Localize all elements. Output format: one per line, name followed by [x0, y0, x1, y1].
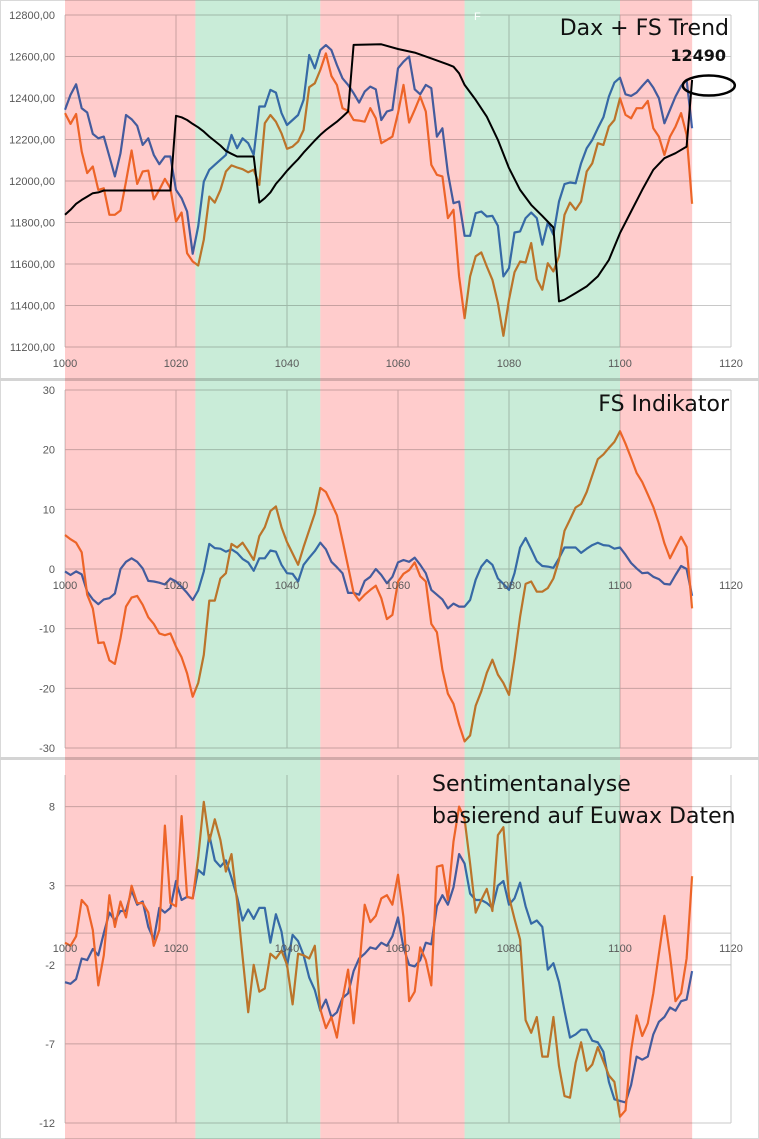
trend-band-band_bull — [464, 0, 620, 1139]
trend-band-band_bear — [65, 0, 196, 1139]
y-tick-label: 3 — [49, 881, 55, 893]
x-tick-label: 1080 — [497, 943, 521, 955]
panel3-title-line1: Sentimentanalyse — [432, 772, 631, 797]
y-tick-label: 30 — [43, 385, 55, 397]
y-tick-label: -20 — [39, 683, 55, 695]
y-tick-label: 11800,00 — [10, 218, 55, 230]
panel2-title: FS Indikator — [598, 392, 730, 417]
y-tick-label: -10 — [39, 624, 55, 636]
stray-label: F — [474, 11, 481, 23]
annotation-ellipse — [681, 74, 737, 97]
band-layer — [65, 0, 693, 1139]
y-tick-label: 10 — [43, 504, 55, 516]
x-tick-label: 1000 — [53, 580, 77, 592]
trend-band-band_bull — [195, 0, 321, 1139]
x-tick-label: 1120 — [719, 943, 743, 955]
x-tick-label: 1060 — [386, 358, 410, 370]
x-tick-label: 1100 — [608, 943, 632, 955]
x-tick-label: 1040 — [275, 943, 299, 955]
x-tick-label: 1020 — [164, 943, 188, 955]
x-tick-label: 1040 — [275, 358, 299, 370]
y-tick-label: 12400,00 — [9, 93, 55, 105]
y-tick-label: 0 — [49, 564, 55, 576]
y-tick-label: 11200,00 — [10, 342, 55, 354]
trend-band-band_bear — [620, 0, 693, 1139]
x-tick-label: 1120 — [719, 580, 743, 592]
x-tick-label: 1020 — [164, 358, 188, 370]
x-tick-label: 1040 — [275, 580, 299, 592]
y-tick-label: -2 — [45, 960, 55, 972]
y-tick-label: -7 — [45, 1039, 55, 1051]
x-tick-label: 1100 — [608, 580, 632, 592]
x-tick-label: 1120 — [719, 358, 743, 370]
y-tick-label: 12800,00 — [9, 10, 55, 22]
y-tick-label: 20 — [43, 445, 55, 457]
y-tick-label: -30 — [39, 743, 55, 755]
x-tick-label: 1060 — [386, 943, 410, 955]
x-tick-label: 1000 — [53, 358, 77, 370]
trend-band-band_bear — [320, 0, 465, 1139]
panel1-title: Dax + FS Trend — [560, 16, 729, 41]
x-tick-label: 1080 — [497, 358, 521, 370]
x-tick-label: 1100 — [608, 358, 632, 370]
y-tick-label: 12600,00 — [9, 52, 55, 64]
panel3-title-line2: basierend auf Euwax Daten — [432, 804, 736, 829]
annotation-label: 12490 — [670, 46, 726, 65]
y-tick-label: 11400,00 — [10, 301, 55, 313]
y-tick-label: 12200,00 — [9, 135, 55, 147]
y-tick-label: 11600,00 — [10, 259, 55, 271]
x-tick-label: 1000 — [53, 943, 77, 955]
label-layer: 11200,00 11400,00 11600,00 11800,00 12000,00… — [9, 10, 743, 1130]
y-tick-label: -12 — [39, 1118, 55, 1130]
x-tick-label: 1020 — [164, 580, 188, 592]
x-tick-label: 1080 — [497, 580, 521, 592]
x-tick-label: 1060 — [386, 580, 410, 592]
y-tick-label: 8 — [49, 802, 55, 814]
y-tick-label: 12000,00 — [9, 176, 55, 188]
